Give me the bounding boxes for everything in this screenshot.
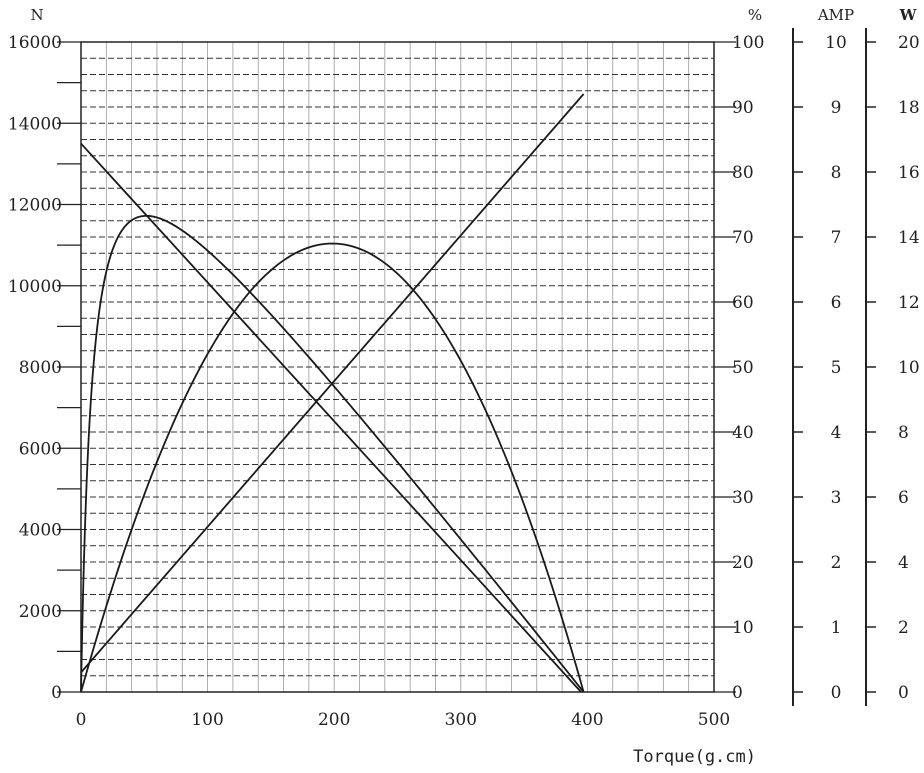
x-tick-label: 300: [445, 710, 477, 730]
efficiency-curve: [80, 214, 585, 693]
current-tick-label: 9: [831, 98, 842, 118]
current-tick-label: 8: [831, 163, 842, 183]
efficiency-tick-label: 10: [732, 618, 754, 638]
power-tick-label: 4: [898, 553, 909, 573]
power-tick-label: 18: [898, 98, 920, 118]
speed-tick-label: 14000: [8, 114, 62, 134]
power-tick-label: 16: [898, 163, 920, 183]
speed-tick-label: 6000: [19, 439, 62, 459]
speed-tick-label: 12000: [8, 196, 62, 216]
power-tick-label: 0: [898, 683, 909, 703]
current-tick-label: 0: [831, 683, 842, 703]
efficiency-tick-label: 40: [732, 423, 754, 443]
current-tick-label: 1: [831, 618, 842, 638]
current-axis-label: AMP: [817, 6, 854, 24]
x-tick-label: 0: [76, 710, 87, 730]
current-tick-label: 10: [825, 33, 847, 53]
speed-tick-label: 0: [51, 683, 62, 703]
efficiency-tick-label: 60: [732, 293, 754, 313]
power-tick-label: 8: [898, 423, 909, 443]
power-axis-label: W: [899, 6, 918, 24]
current-tick-label: 2: [831, 553, 842, 573]
efficiency-tick-label: 70: [732, 228, 754, 248]
power-tick-label: 12: [898, 293, 920, 313]
x-tick-label: 200: [318, 710, 350, 730]
current-tick-label: 3: [831, 488, 842, 508]
power-tick-label: 2: [898, 618, 909, 638]
tick-labels: 0200040006000800010000120001400016000010…: [8, 33, 920, 730]
efficiency-tick-label: 20: [732, 553, 754, 573]
efficiency-tick-label: 50: [732, 358, 754, 378]
current-tick-label: 4: [831, 423, 842, 443]
efficiency-axis-label: %: [748, 6, 762, 24]
grid: [81, 42, 714, 692]
power-tick-label: 14: [898, 228, 920, 248]
series-lines: [80, 93, 585, 693]
efficiency-tick-label: 0: [732, 683, 743, 703]
speed-curve: [80, 142, 582, 693]
x-axis-title: Torque(g.cm): [633, 747, 756, 767]
x-tick-label: 400: [571, 710, 603, 730]
power-tick-label: 10: [898, 358, 920, 378]
speed-tick-label: 16000: [8, 33, 62, 53]
current-tick-label: 5: [831, 358, 842, 378]
power-tick-label: 20: [898, 33, 920, 53]
efficiency-tick-label: 90: [732, 98, 754, 118]
efficiency-tick-label: 80: [732, 163, 754, 183]
speed-tick-label: 4000: [19, 521, 62, 541]
current-tick-label: 6: [831, 293, 842, 313]
current-tick-label: 7: [831, 228, 842, 248]
x-tick-label: 500: [698, 710, 730, 730]
power-tick-label: 6: [898, 488, 909, 508]
x-tick-label: 100: [191, 710, 223, 730]
speed-tick-label: 8000: [19, 358, 62, 378]
axes: [57, 28, 876, 706]
power-curve: [80, 242, 585, 693]
efficiency-tick-label: 100: [732, 33, 764, 53]
speed-axis-label: N: [30, 6, 43, 24]
speed-tick-label: 2000: [19, 602, 62, 622]
efficiency-tick-label: 30: [732, 488, 754, 508]
speed-tick-label: 10000: [8, 277, 62, 297]
